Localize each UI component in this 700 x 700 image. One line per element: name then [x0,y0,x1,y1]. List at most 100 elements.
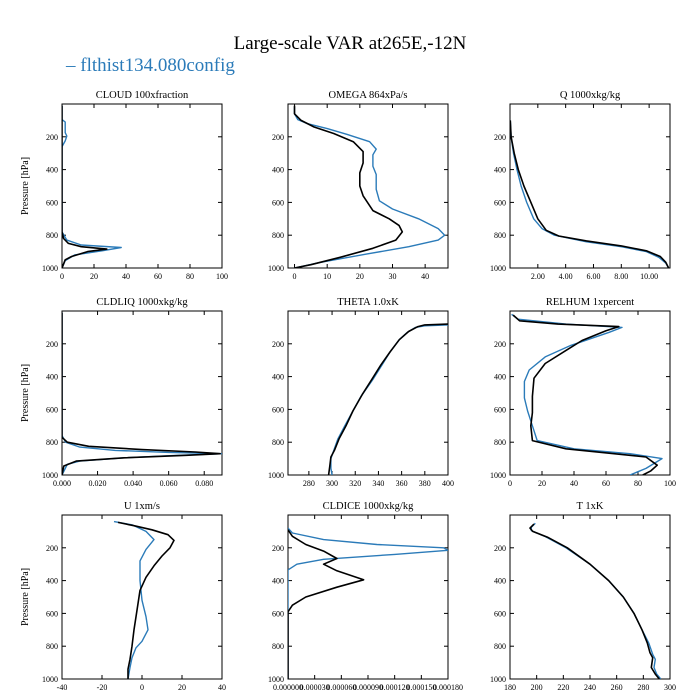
x-tick-label: 20 [90,272,98,281]
y-tick-label: 200 [272,133,284,142]
x-tick-label: 300 [326,479,338,488]
x-tick-label: 0.000090 [353,683,383,692]
y-tick-label: 600 [494,609,506,618]
x-tick-label: 360 [396,479,408,488]
x-tick-label: 0 [293,272,297,281]
model-series-line [62,312,222,475]
plot-frame [509,103,671,269]
x-tick-label: 60 [154,272,162,281]
figure-title: Large-scale VAR at265E,-12N [233,33,467,54]
x-tick-label: 0 [508,479,512,488]
x-tick-label: 0.000030 [300,683,330,692]
y-tick-label: 400 [272,577,284,586]
subplot-3: Q 1000xkg/kg 200 400 600 800 1000 2.00 4.00 6.00… [490,90,671,281]
x-tick-label: 260 [611,683,623,692]
x-tick-label: 220 [557,683,569,692]
y-tick-label: 400 [46,577,58,586]
reference-series-line [62,312,221,475]
plot-frame [61,103,223,269]
x-tick-label: 4.00 [559,272,573,281]
x-tick-label: 60 [602,479,610,488]
subplot-title: RELHUM 1xpercent [546,297,634,308]
x-tick-label: 0.020 [89,479,107,488]
x-tick-label: 80 [634,479,642,488]
y-tick-label: 800 [46,231,58,240]
y-tick-label: 200 [46,133,58,142]
y-tick-label: 200 [46,340,58,349]
x-tick-label: 340 [372,479,384,488]
y-tick-label: 400 [494,577,506,586]
plot-frame [287,310,449,476]
y-tick-label: 1000 [42,264,58,273]
subplot-title: Q 1000xkg/kg [560,90,621,101]
subplot-title: THETA 1.0xK [337,297,399,308]
y-tick-label: 800 [46,438,58,447]
y-tick-label: 600 [272,198,284,207]
y-tick-label: 1000 [490,264,506,273]
y-tick-label: 200 [272,340,284,349]
legend: – flthist134.080config [66,55,235,77]
x-tick-label: 0.040 [124,479,142,488]
subplot-2: OMEGA 864xPa/s 200 400 600 800 1000 0 10 20 30 40 [268,90,449,281]
y-tick-label: 600 [46,405,58,414]
reference-series-line [529,523,660,679]
reference-series-line [327,323,448,475]
plot-frame [509,514,671,680]
y-tick-label: 1000 [268,675,284,684]
y-tick-label: 400 [46,373,58,382]
subplot-title: OMEGA 864xPa/s [328,90,407,101]
subplot-5: THETA 1.0xK 200 400 600 800 1000 280 300 320 340 3… [268,297,454,488]
reference-series-line [512,314,658,475]
y-axis-label: Pressure [hPa] [20,157,31,215]
model-series-line [113,520,155,679]
y-tick-label: 1000 [490,675,506,684]
model-series-line [288,527,448,679]
y-tick-label: 800 [494,231,506,240]
x-tick-label: 0.000000 [273,683,303,692]
x-tick-label: 0.080 [195,479,213,488]
x-tick-label: 30 [388,272,396,281]
x-tick-label: 20 [538,479,546,488]
x-tick-label: 40 [570,479,578,488]
x-tick-label: 100 [664,479,676,488]
y-tick-label: 800 [494,642,506,651]
x-tick-label: 40 [122,272,130,281]
y-axis-label: Pressure [hPa] [20,568,31,626]
y-tick-label: 600 [272,405,284,414]
y-tick-label: 1000 [42,675,58,684]
y-tick-label: 400 [46,166,58,175]
subplot-4: CLDLIQ 1000xkg/kg Pressure [hPa] 200 400 600… [20,297,223,488]
plot-frame [287,103,449,269]
reference-series-line [62,105,108,268]
y-tick-label: 200 [494,340,506,349]
y-tick-label: 1000 [490,471,506,480]
x-tick-label: 200 [531,683,543,692]
subplot-title: CLOUD 100xfraction [96,90,189,101]
x-tick-label: 0 [60,272,64,281]
y-tick-label: 400 [494,373,506,382]
subplot-title: U 1xm/s [124,501,160,512]
reference-series-line [293,105,404,268]
y-tick-label: 400 [494,166,506,175]
x-tick-label: 300 [664,683,676,692]
legend-line-marker: – [66,55,76,76]
y-tick-label: 600 [46,609,58,618]
x-tick-label: 0.060 [160,479,178,488]
y-tick-label: 400 [272,166,284,175]
x-tick-label: 10 [323,272,331,281]
x-tick-label: 40 [218,683,226,692]
x-tick-label: -40 [57,683,68,692]
y-tick-label: 1000 [268,471,284,480]
y-tick-label: 600 [494,198,506,207]
x-tick-label: 0.000 [53,479,71,488]
y-tick-label: 200 [494,133,506,142]
x-tick-label: 400 [442,479,454,488]
x-tick-label: 0 [140,683,144,692]
x-tick-label: 320 [349,479,361,488]
reference-series-line [510,120,670,268]
legend-series-label: flthist134.080config [80,55,235,76]
x-tick-label: 280 [637,683,649,692]
